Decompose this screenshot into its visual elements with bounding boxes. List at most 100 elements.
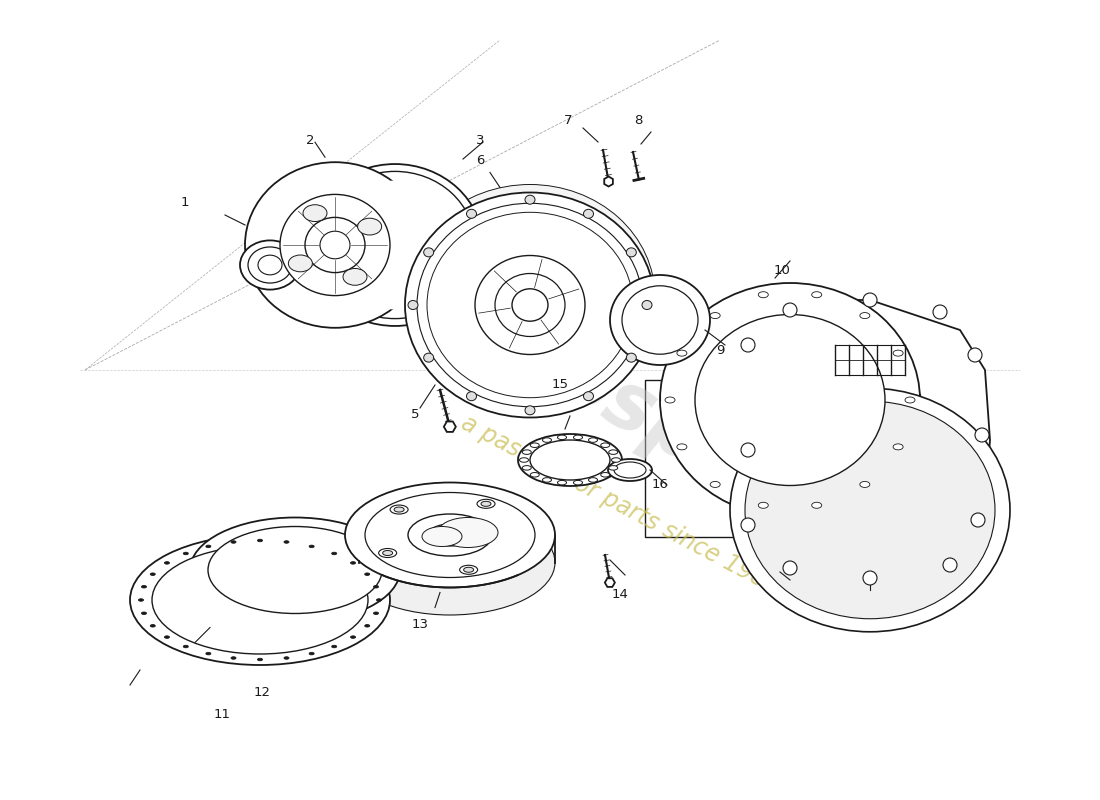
Ellipse shape xyxy=(417,203,644,406)
Ellipse shape xyxy=(184,552,188,554)
Ellipse shape xyxy=(893,350,903,356)
Ellipse shape xyxy=(424,353,433,362)
Ellipse shape xyxy=(583,392,594,401)
Ellipse shape xyxy=(481,502,491,506)
Ellipse shape xyxy=(666,397,675,403)
Text: 13: 13 xyxy=(411,618,429,631)
Ellipse shape xyxy=(315,171,475,318)
Ellipse shape xyxy=(558,435,566,439)
Text: 11: 11 xyxy=(213,709,231,722)
Ellipse shape xyxy=(365,493,535,578)
Ellipse shape xyxy=(351,636,355,638)
Ellipse shape xyxy=(542,478,551,482)
Ellipse shape xyxy=(374,586,378,588)
Ellipse shape xyxy=(408,514,492,556)
Polygon shape xyxy=(605,578,615,587)
Ellipse shape xyxy=(626,353,636,362)
Ellipse shape xyxy=(427,212,632,398)
Circle shape xyxy=(741,338,755,352)
Ellipse shape xyxy=(309,652,315,655)
Ellipse shape xyxy=(466,392,476,401)
Ellipse shape xyxy=(530,440,610,480)
Ellipse shape xyxy=(812,502,822,508)
Ellipse shape xyxy=(258,255,282,275)
Circle shape xyxy=(783,303,798,317)
Ellipse shape xyxy=(601,443,609,447)
Ellipse shape xyxy=(343,269,367,286)
Ellipse shape xyxy=(378,549,397,558)
Polygon shape xyxy=(645,380,935,537)
Circle shape xyxy=(968,348,982,362)
Text: 8: 8 xyxy=(634,114,642,126)
Ellipse shape xyxy=(184,646,188,648)
Ellipse shape xyxy=(676,350,686,356)
Ellipse shape xyxy=(151,573,155,575)
Ellipse shape xyxy=(530,473,539,477)
Text: eurospares: eurospares xyxy=(407,266,893,574)
Ellipse shape xyxy=(626,248,636,257)
Ellipse shape xyxy=(758,502,768,508)
Ellipse shape xyxy=(365,625,370,627)
Ellipse shape xyxy=(332,552,337,554)
Ellipse shape xyxy=(151,625,155,627)
Ellipse shape xyxy=(542,438,551,442)
Ellipse shape xyxy=(518,434,622,486)
Ellipse shape xyxy=(345,510,556,615)
Ellipse shape xyxy=(860,313,870,318)
Ellipse shape xyxy=(284,541,289,543)
Ellipse shape xyxy=(394,507,404,512)
Ellipse shape xyxy=(405,185,654,410)
Ellipse shape xyxy=(284,657,289,659)
Circle shape xyxy=(864,293,877,307)
Ellipse shape xyxy=(152,546,368,654)
Ellipse shape xyxy=(573,481,583,485)
Polygon shape xyxy=(443,422,455,432)
Ellipse shape xyxy=(905,397,915,403)
Circle shape xyxy=(971,513,984,527)
Ellipse shape xyxy=(245,162,425,328)
Ellipse shape xyxy=(522,450,531,454)
Ellipse shape xyxy=(305,218,365,273)
Text: 15: 15 xyxy=(551,378,569,391)
Ellipse shape xyxy=(288,255,312,272)
Ellipse shape xyxy=(745,402,996,618)
Text: 1: 1 xyxy=(180,195,189,209)
Ellipse shape xyxy=(280,194,390,296)
Ellipse shape xyxy=(610,275,710,365)
Circle shape xyxy=(783,561,798,575)
Ellipse shape xyxy=(642,301,652,310)
Text: 16: 16 xyxy=(651,478,669,491)
Ellipse shape xyxy=(608,450,618,454)
Ellipse shape xyxy=(588,438,597,442)
Circle shape xyxy=(943,558,957,572)
Ellipse shape xyxy=(530,443,539,447)
Ellipse shape xyxy=(165,636,169,638)
Ellipse shape xyxy=(206,652,211,655)
Ellipse shape xyxy=(345,482,556,587)
Text: 3: 3 xyxy=(475,134,484,146)
Circle shape xyxy=(933,305,947,319)
Ellipse shape xyxy=(460,566,477,574)
Ellipse shape xyxy=(307,164,483,326)
Ellipse shape xyxy=(512,289,548,321)
Ellipse shape xyxy=(758,292,768,298)
Text: 10: 10 xyxy=(773,263,791,277)
Ellipse shape xyxy=(130,535,390,665)
Text: 7: 7 xyxy=(563,114,572,126)
Ellipse shape xyxy=(588,478,597,482)
Ellipse shape xyxy=(573,435,583,439)
Ellipse shape xyxy=(358,218,382,235)
Ellipse shape xyxy=(390,505,408,514)
Ellipse shape xyxy=(711,482,720,487)
Ellipse shape xyxy=(208,526,382,614)
Ellipse shape xyxy=(601,473,609,477)
Ellipse shape xyxy=(408,301,418,310)
Ellipse shape xyxy=(475,255,585,354)
Text: 14: 14 xyxy=(612,589,628,602)
Text: 9: 9 xyxy=(716,343,724,357)
Ellipse shape xyxy=(608,459,652,481)
Ellipse shape xyxy=(320,231,350,258)
Ellipse shape xyxy=(711,313,720,318)
Ellipse shape xyxy=(730,388,1010,632)
Text: 6: 6 xyxy=(476,154,484,166)
